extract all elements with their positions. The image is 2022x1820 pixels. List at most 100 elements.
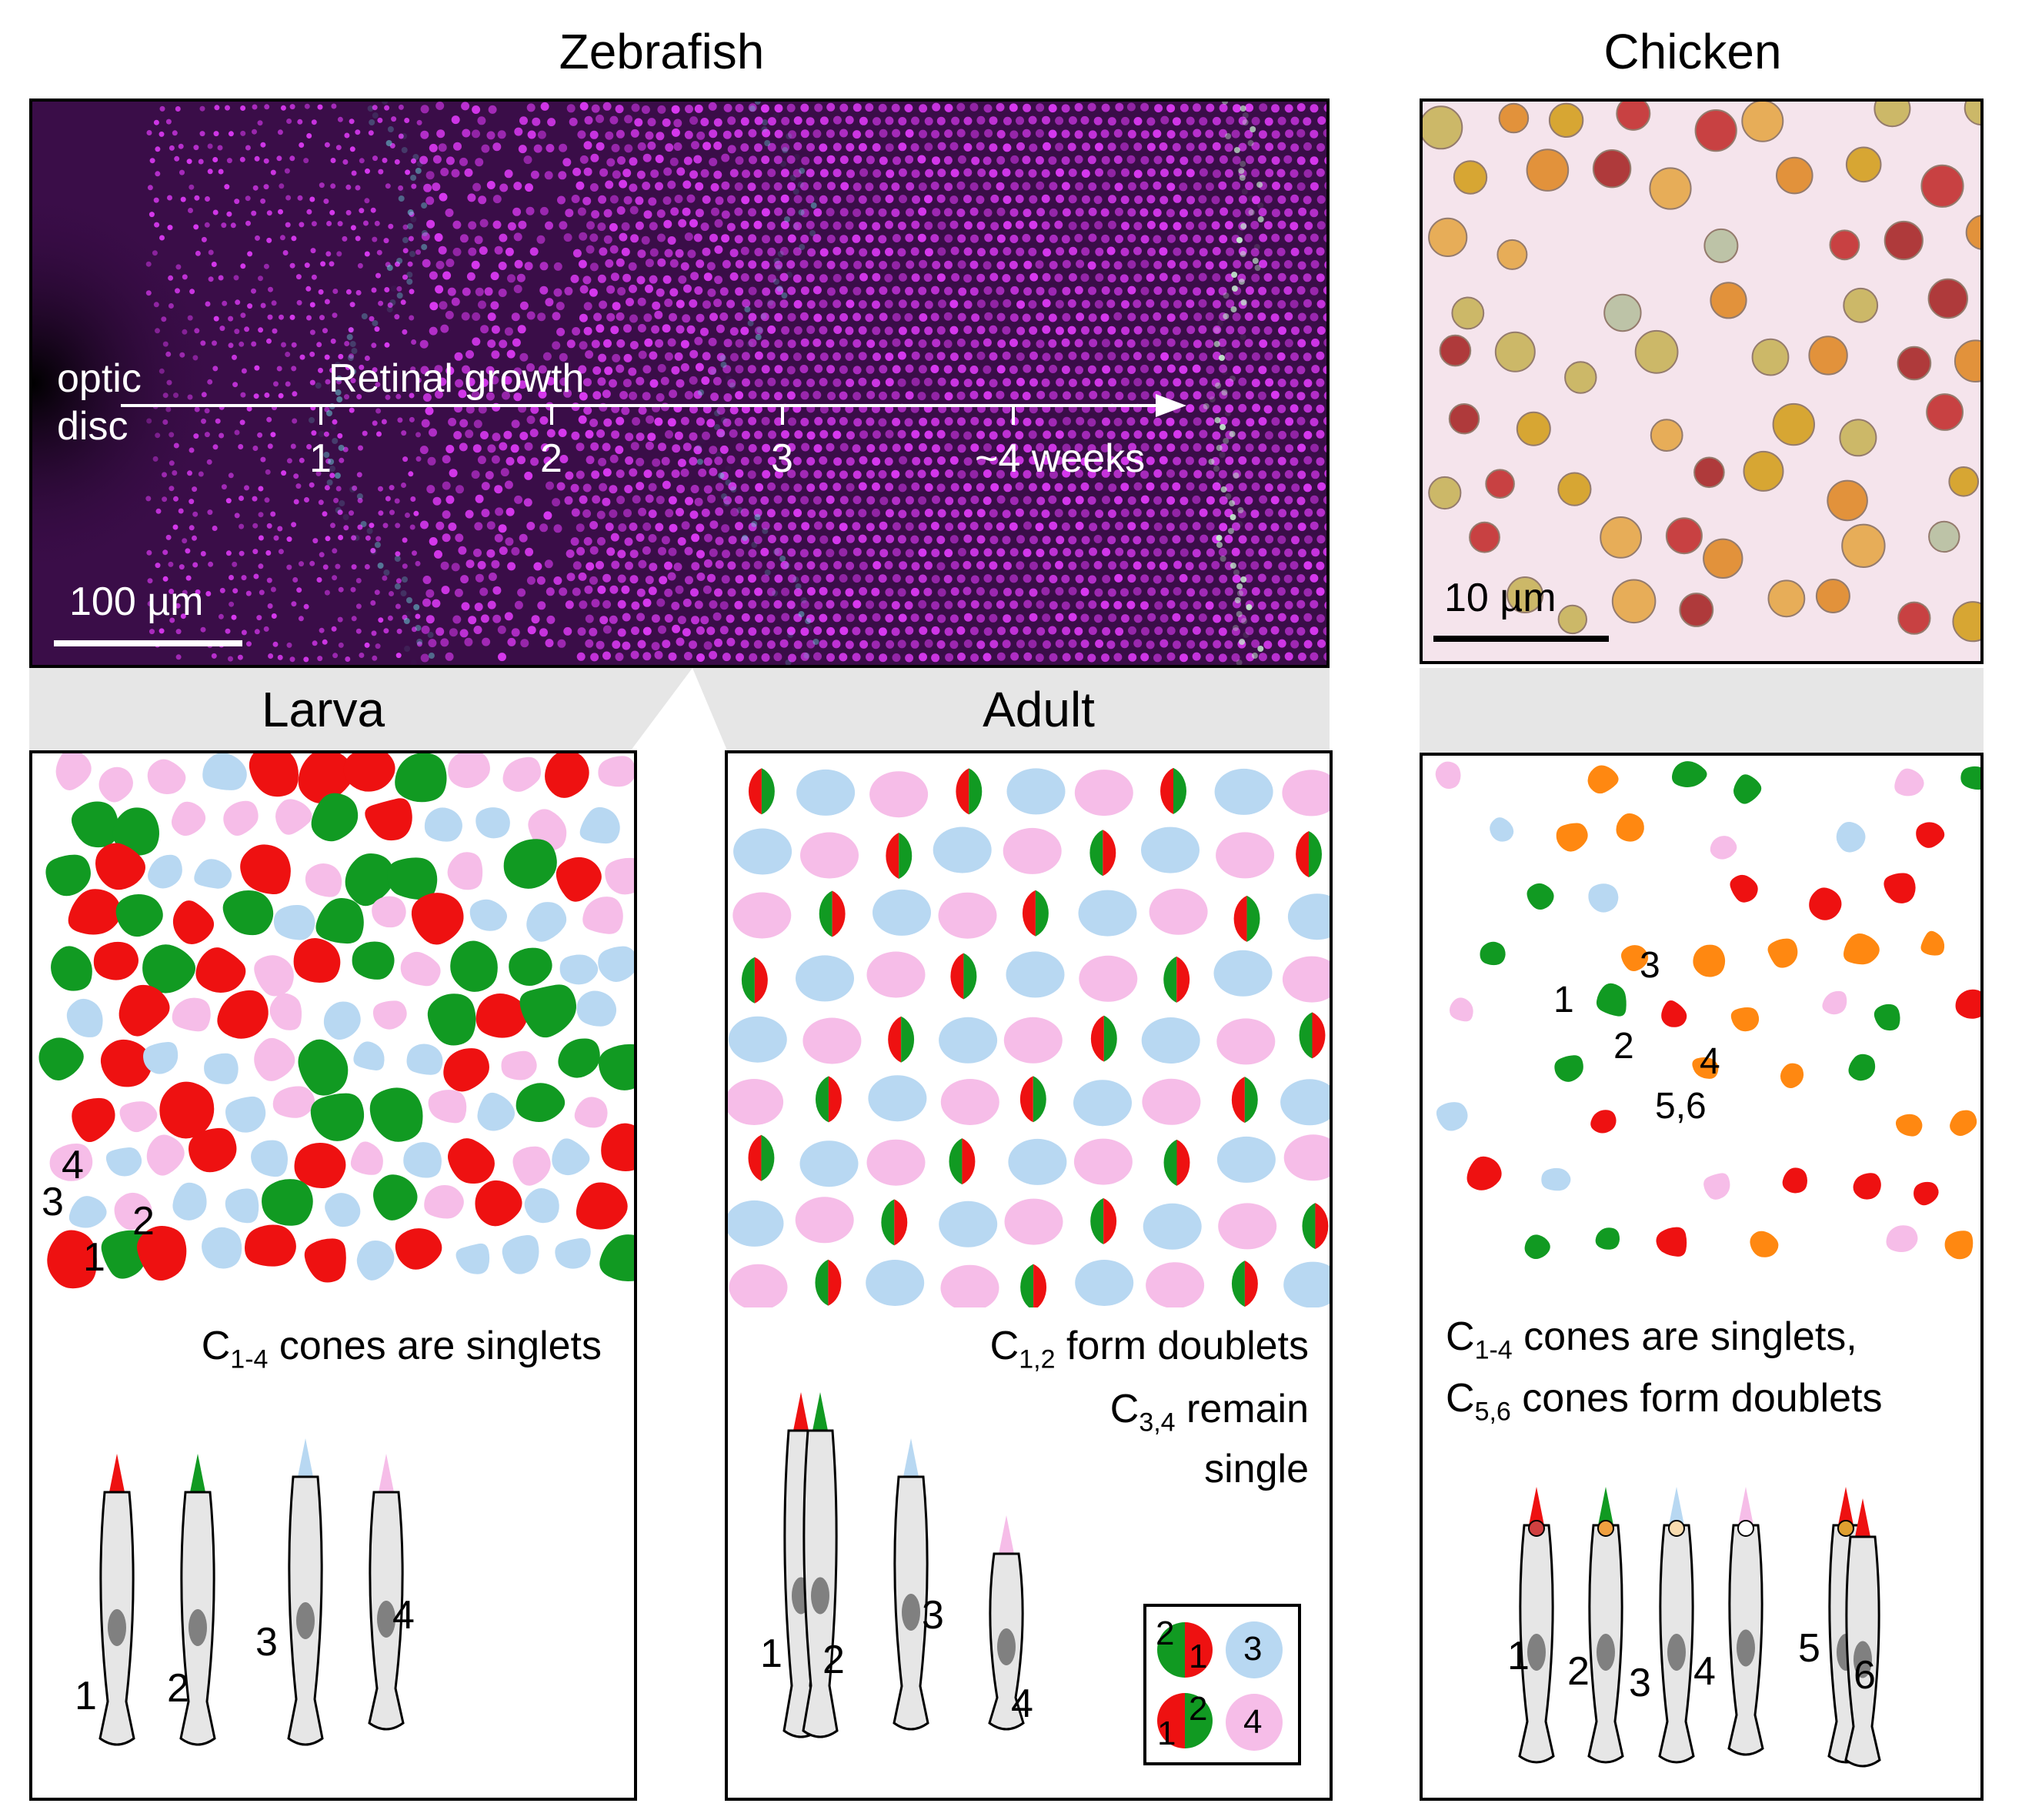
cone-cell <box>225 1096 266 1133</box>
cone-cell <box>143 1042 179 1074</box>
cone-cell <box>38 1037 84 1081</box>
tick-label-3: 3 <box>771 436 793 481</box>
cone-cell <box>118 984 170 1037</box>
oil-droplet <box>1634 329 1679 374</box>
oil-droplet <box>1592 149 1632 189</box>
cone-cell <box>524 1187 559 1224</box>
cone-cell <box>448 1138 495 1184</box>
cone-cell <box>400 951 441 987</box>
cone-cell <box>148 854 182 889</box>
oil-droplet <box>1557 472 1592 506</box>
single-cone <box>1216 1136 1276 1183</box>
cone-cell <box>1767 938 1798 968</box>
oil-droplet <box>1665 517 1703 555</box>
larva-panel: 4 3 2 1 C1-4 cones are singlets 1 2 3 4 <box>29 750 637 1801</box>
cone-cell <box>395 1228 442 1270</box>
cone-cell <box>1621 945 1649 972</box>
chicken-mosaic-label-3: 3 <box>1640 945 1660 986</box>
cone-cell <box>1920 930 1945 956</box>
cone-cell <box>1843 933 1880 965</box>
single-cone <box>728 1016 787 1063</box>
cone-cell <box>601 1123 634 1171</box>
larva-caption: C1-4 cones are singlets <box>201 1324 602 1374</box>
cone-cell <box>189 1127 237 1173</box>
chicken-mosaic-label-56: 5,6 <box>1655 1086 1707 1127</box>
scale-label-10um: 10 µm <box>1444 576 1557 620</box>
cone-cell <box>1587 765 1619 794</box>
larva-cell-label-3: 3 <box>255 1620 278 1665</box>
oil-droplet <box>1815 579 1850 613</box>
single-cone <box>1075 1260 1134 1306</box>
oil-droplet <box>1829 229 1860 261</box>
cone-cell <box>310 1093 365 1141</box>
cone-cell <box>424 807 462 842</box>
oil-droplet <box>1710 282 1747 319</box>
cone-cell <box>599 1044 634 1090</box>
cone-cell <box>1596 983 1627 1017</box>
single-cone <box>1078 890 1137 937</box>
oil-droplet <box>1927 278 1968 319</box>
single-cone <box>869 771 929 818</box>
single-cone <box>866 1260 925 1306</box>
oil-droplet <box>1827 479 1868 522</box>
title-larva: Larva <box>261 682 385 737</box>
cone-cell <box>350 1141 383 1175</box>
legend-doublet-top <box>1157 1622 1213 1678</box>
cone-cell <box>275 799 312 835</box>
cone-cell <box>68 1196 107 1228</box>
cone-cell <box>447 852 483 890</box>
chicken-mosaic-label-1: 1 <box>1553 980 1574 1020</box>
double-cone <box>1089 830 1116 877</box>
chicken-cone-2 <box>1587 1487 1624 1764</box>
cone-cell <box>1616 813 1644 842</box>
cone-cell <box>1730 1007 1760 1032</box>
cone-cell <box>272 1086 315 1118</box>
cone-cell <box>51 946 92 991</box>
cone-cell <box>1672 761 1707 787</box>
single-cone <box>866 1139 926 1186</box>
chicken-cell-label-5: 5 <box>1798 1626 1820 1671</box>
cone-cell <box>202 753 247 790</box>
oil-droplet <box>1496 239 1528 270</box>
cone-cell <box>448 753 490 789</box>
cone-cell <box>582 897 623 934</box>
double-cone <box>1090 1015 1117 1062</box>
cone-cell <box>95 843 145 890</box>
cone-cell <box>223 800 259 836</box>
title-chicken: Chicken <box>1603 24 1782 79</box>
scale-label-100um: 100 µm <box>69 579 204 624</box>
oil-droplet <box>1703 538 1743 579</box>
cone-cell <box>1950 1110 1977 1137</box>
oil-droplet <box>1526 149 1570 192</box>
oil-droplet <box>1767 579 1806 618</box>
chicken-cone-cells <box>1518 1487 1881 1768</box>
cone-cell <box>1554 1055 1583 1082</box>
single-cone <box>729 1264 788 1307</box>
scale-bar-10um <box>1433 636 1609 642</box>
single-cone <box>1282 770 1330 816</box>
single-cone <box>1079 955 1138 1002</box>
cone-cell <box>194 859 232 889</box>
cone-cell <box>1894 768 1924 796</box>
cone-cell <box>315 898 364 944</box>
cone-cell <box>1710 836 1737 860</box>
oil-droplet <box>1428 217 1468 257</box>
larva-mosaic-label-1: 1 <box>83 1235 105 1280</box>
cone-cell <box>101 1230 148 1279</box>
single-cone <box>1141 1017 1200 1064</box>
cone-cell <box>1490 817 1514 842</box>
cone-cell <box>1848 1054 1876 1081</box>
cone-cell <box>559 954 599 985</box>
cone-cell <box>55 753 92 790</box>
chicken-cone-3 <box>1658 1487 1695 1764</box>
oil-droplet <box>1600 516 1643 559</box>
oil-droplet <box>1897 601 1931 635</box>
larva-cell-label-4: 4 <box>392 1593 415 1638</box>
oil-droplet <box>1485 469 1515 499</box>
adult-cone-mosaic <box>728 767 1330 1307</box>
cone-cell <box>356 1240 395 1281</box>
cone-cell <box>159 1081 215 1139</box>
cone-cell <box>455 1243 490 1274</box>
oil-droplet <box>1751 338 1790 376</box>
oil-droplet <box>1964 102 1980 126</box>
